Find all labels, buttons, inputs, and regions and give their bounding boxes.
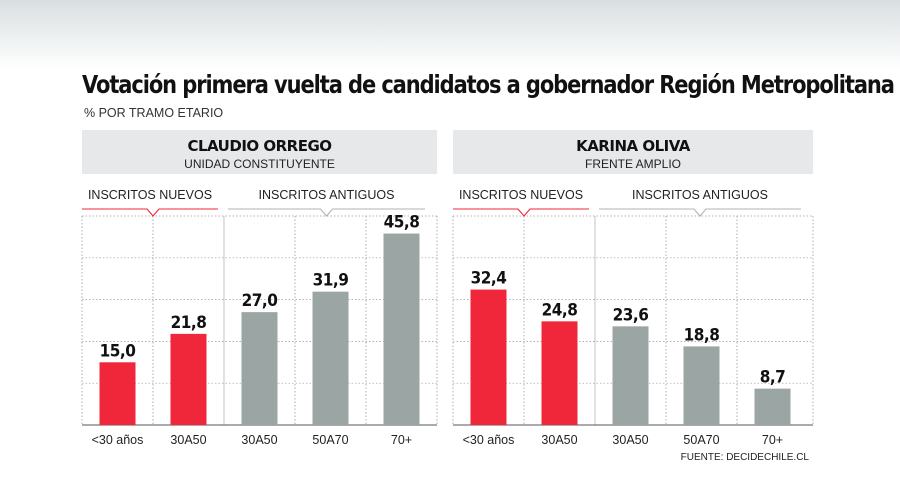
group-bracket xyxy=(82,208,218,217)
bar xyxy=(312,291,349,425)
category-label: 70+ xyxy=(762,433,783,447)
chart-subtitle: % POR TRAMO ETARIO xyxy=(84,106,224,120)
group-label: INSCRITOS ANTIGUOS xyxy=(259,188,395,202)
candidate-name: KARINA OLIVA xyxy=(576,137,691,155)
candidate-header xyxy=(453,130,813,174)
category-label: 30A50 xyxy=(170,433,206,447)
value-label: 32,4 xyxy=(471,269,507,289)
value-label: 27,0 xyxy=(242,291,278,311)
value-label: 15,0 xyxy=(100,341,136,361)
value-label: 21,8 xyxy=(171,313,207,333)
category-label: 50A70 xyxy=(683,433,719,447)
candidate-party: UNIDAD CONSTITUYENTE xyxy=(184,157,335,171)
group-label: INSCRITOS NUEVOS xyxy=(88,188,212,202)
group-bracket xyxy=(599,208,801,217)
category-label: 30A50 xyxy=(612,433,648,447)
category-label: 70+ xyxy=(391,433,412,447)
bar xyxy=(170,333,207,425)
bar xyxy=(683,346,720,425)
value-label: 23,6 xyxy=(613,305,649,325)
candidate-name: CLAUDIO ORREGO xyxy=(187,137,331,155)
source-note: FUENTE: DECIDECHILE.CL xyxy=(680,452,809,463)
chart-title: Votación primera vuelta de candidatos a … xyxy=(82,70,895,99)
value-label: 45,8 xyxy=(384,213,420,233)
bar xyxy=(241,312,278,425)
category-label: 30A50 xyxy=(541,433,577,447)
bar xyxy=(541,321,578,425)
group-label: INSCRITOS ANTIGUOS xyxy=(632,188,768,202)
bar xyxy=(99,362,136,425)
category-label: <30 años xyxy=(92,433,144,447)
value-label: 8,7 xyxy=(760,368,786,388)
bar xyxy=(470,289,507,425)
group-bracket xyxy=(228,208,425,217)
value-label: 31,9 xyxy=(313,271,349,291)
bar xyxy=(754,388,791,425)
group-bracket xyxy=(453,208,589,217)
group-label: INSCRITOS NUEVOS xyxy=(459,188,583,202)
value-label: 24,8 xyxy=(542,300,578,320)
bar xyxy=(383,233,420,425)
candidate-header xyxy=(82,130,437,174)
header-band xyxy=(0,0,900,70)
candidate-party: FRENTE AMPLIO xyxy=(585,157,681,171)
category-label: 30A50 xyxy=(241,433,277,447)
category-label: <30 años xyxy=(463,433,515,447)
bar xyxy=(612,326,649,425)
category-label: 50A70 xyxy=(312,433,348,447)
value-label: 18,8 xyxy=(684,325,720,345)
